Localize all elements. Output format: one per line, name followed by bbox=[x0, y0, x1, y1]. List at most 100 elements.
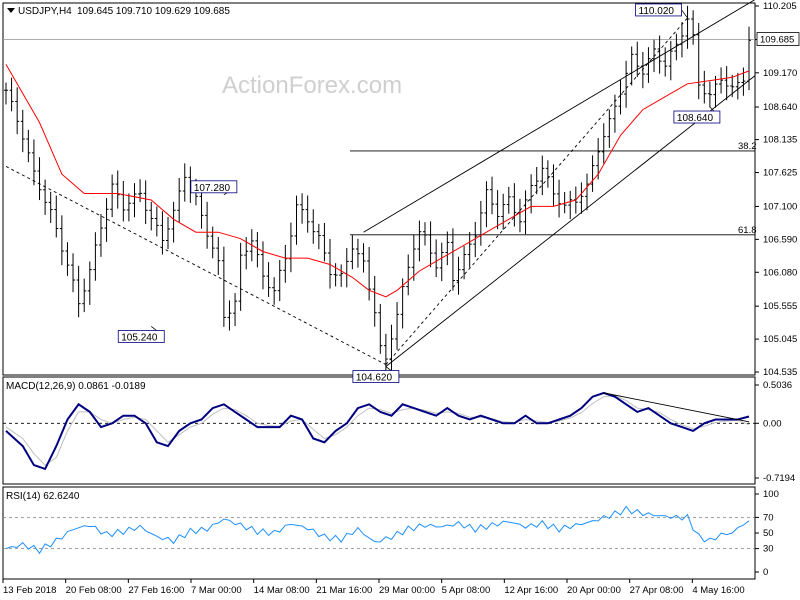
x-tick-label: 27 Apr 08:00 bbox=[630, 585, 684, 596]
collapse-arrow-icon[interactable] bbox=[7, 8, 15, 13]
rsi-line bbox=[5, 505, 750, 555]
channel-lower-line bbox=[385, 75, 755, 367]
price-bar bbox=[171, 201, 176, 243]
price-bar bbox=[20, 109, 25, 153]
price-bar bbox=[361, 243, 366, 273]
price-bar bbox=[540, 155, 545, 196]
price-bar bbox=[126, 193, 131, 222]
price-bar bbox=[434, 239, 439, 278]
price-bar bbox=[160, 211, 165, 255]
price-bar bbox=[517, 198, 522, 233]
rsi-tick-label: 0 bbox=[763, 567, 768, 578]
price-bar bbox=[596, 137, 601, 180]
price-bar bbox=[283, 244, 288, 283]
price-bar bbox=[221, 246, 226, 327]
price-bar bbox=[557, 179, 562, 218]
rsi-tick-label: 100 bbox=[763, 489, 779, 500]
price-bar bbox=[294, 195, 299, 245]
x-tick-label: 21 Mar 16:00 bbox=[316, 585, 372, 596]
price-bar bbox=[640, 51, 645, 89]
y-tick-label: 106.080 bbox=[763, 267, 797, 278]
price-bar bbox=[322, 222, 327, 262]
price-bar bbox=[506, 186, 511, 214]
price-annotation: 105.240 bbox=[117, 326, 165, 343]
price-bar bbox=[735, 72, 740, 100]
price-bar bbox=[663, 47, 668, 77]
price-bar bbox=[43, 179, 48, 215]
price-bar bbox=[685, 5, 690, 49]
price-panel: 110.205 109.685 109.170 108.640 108.135 107.6… bbox=[3, 0, 800, 384]
channel-upper-line bbox=[363, 0, 755, 233]
price-bar bbox=[719, 67, 724, 94]
price-annotation: 107.280 bbox=[190, 180, 238, 196]
y-tick-label: 108.640 bbox=[763, 102, 797, 113]
price-bar bbox=[495, 190, 500, 230]
price-bar bbox=[523, 190, 528, 235]
x-tick-label: 29 Mar 00:00 bbox=[379, 585, 435, 596]
price-bar bbox=[300, 193, 305, 224]
price-bar bbox=[490, 176, 495, 215]
price-bar bbox=[445, 231, 450, 266]
y-tick-label: 105.045 bbox=[763, 334, 797, 345]
price-bar bbox=[104, 198, 109, 242]
macd-tick-label: -0.7194 bbox=[763, 473, 795, 484]
price-bar bbox=[350, 235, 355, 270]
price-bar bbox=[428, 221, 433, 268]
rsi-title: RSI(14) 62.6240 bbox=[6, 491, 80, 502]
price-bar bbox=[702, 70, 707, 104]
price-bar bbox=[741, 67, 746, 96]
y-tick-label: 110.205 bbox=[763, 1, 797, 12]
x-tick-label: 20 Apr 00:00 bbox=[567, 585, 621, 596]
price-bar bbox=[629, 46, 634, 86]
price-bar bbox=[691, 10, 696, 45]
x-tick-label: 4 May 16:00 bbox=[692, 585, 744, 596]
price-bar bbox=[400, 278, 405, 329]
x-tick-label: 13 Feb 2018 bbox=[3, 585, 56, 596]
price-bar bbox=[707, 81, 712, 108]
price-bar bbox=[177, 177, 182, 223]
price-bar bbox=[355, 238, 360, 268]
price-bar bbox=[462, 246, 467, 280]
price-bar bbox=[389, 324, 394, 372]
price-bar bbox=[305, 195, 310, 233]
price-bar bbox=[65, 242, 70, 276]
rsi-tick-label: 70 bbox=[763, 512, 774, 523]
price-bar bbox=[238, 242, 243, 311]
x-axis: 13 Feb 2018 20 Feb 08:00 27 Feb 16:00 7 Mar… bbox=[2, 579, 745, 596]
macd-line bbox=[5, 391, 750, 471]
price-bar bbox=[422, 222, 427, 246]
price-bar bbox=[450, 228, 455, 291]
svg-text:110.020: 110.020 bbox=[639, 6, 675, 17]
price-bar bbox=[512, 183, 517, 227]
price-bar bbox=[87, 261, 92, 305]
y-tick-label: 109.170 bbox=[763, 68, 797, 79]
price-bar bbox=[260, 241, 265, 290]
fib-level-label: 61.8 bbox=[738, 225, 757, 236]
x-tick-label: 12 Apr 16:00 bbox=[504, 585, 558, 596]
svg-text:108.640: 108.640 bbox=[677, 113, 714, 124]
price-bar bbox=[15, 87, 20, 135]
price-bar bbox=[406, 254, 411, 296]
price-bar bbox=[166, 216, 171, 250]
price-bar bbox=[456, 256, 461, 295]
y-tick-label: 107.100 bbox=[763, 201, 797, 212]
fib-level-label: 38.2 bbox=[738, 141, 757, 152]
price-bar bbox=[288, 222, 293, 273]
price-bar bbox=[4, 82, 8, 105]
price-bar bbox=[76, 265, 81, 318]
symbol-label: USDJPY,H4 bbox=[18, 6, 72, 17]
x-tick-label: 20 Feb 08:00 bbox=[66, 585, 122, 596]
price-bar bbox=[568, 190, 573, 220]
macd-tick-label: 0.5036 bbox=[763, 380, 792, 391]
price-bar bbox=[646, 47, 651, 83]
price-bar bbox=[652, 39, 657, 73]
price-bar bbox=[31, 139, 36, 186]
price-bar bbox=[367, 247, 372, 301]
price-bar bbox=[696, 22, 701, 100]
price-bar bbox=[316, 223, 321, 250]
price-bar bbox=[98, 213, 103, 257]
price-bar bbox=[227, 300, 232, 331]
price-bar bbox=[747, 26, 751, 91]
price-annotation: 104.620 bbox=[352, 366, 400, 384]
